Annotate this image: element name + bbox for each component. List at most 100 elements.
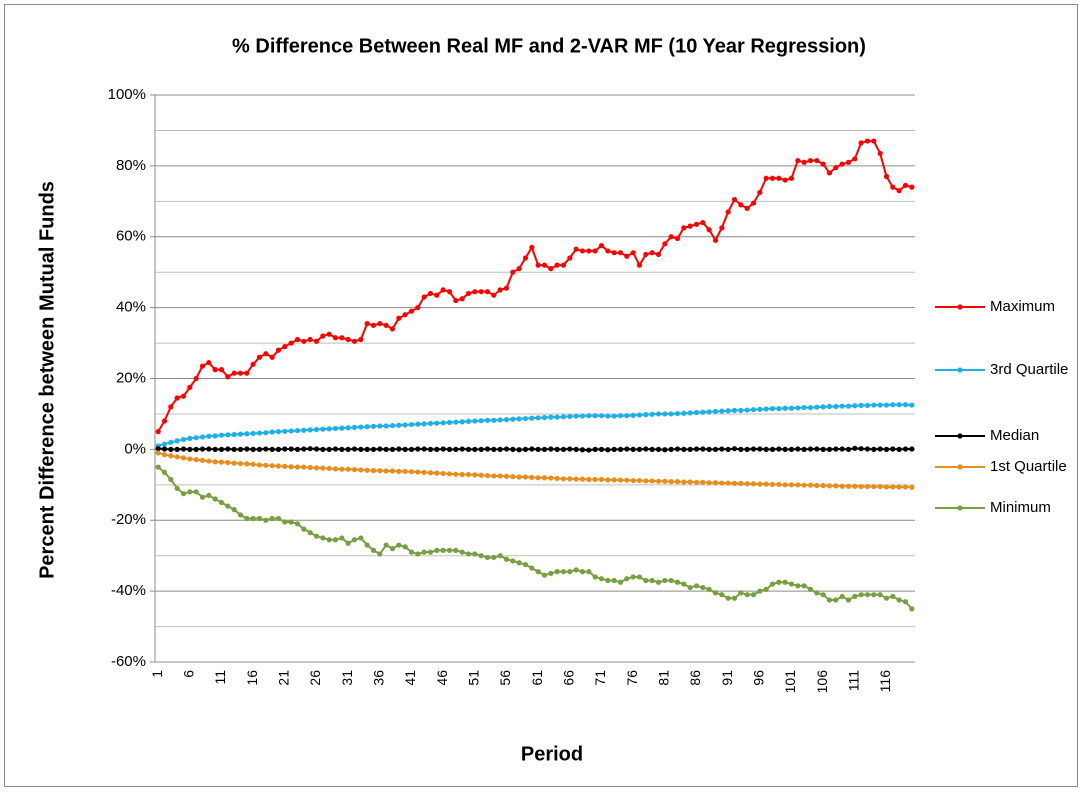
data-point bbox=[902, 182, 909, 188]
data-point bbox=[155, 450, 161, 456]
data-point bbox=[839, 403, 845, 409]
data-point bbox=[408, 308, 415, 314]
data-point bbox=[776, 175, 782, 181]
data-point bbox=[174, 454, 180, 460]
data-point bbox=[731, 480, 738, 486]
data-point bbox=[415, 446, 421, 452]
legend-label: 3rd Quartile bbox=[990, 361, 1069, 378]
y-tick-label: -60% bbox=[111, 653, 146, 670]
data-point bbox=[782, 446, 788, 452]
data-point bbox=[902, 402, 909, 408]
data-point bbox=[453, 297, 459, 304]
data-point bbox=[712, 446, 719, 452]
legend-marker bbox=[957, 464, 963, 470]
data-point bbox=[681, 479, 687, 485]
legend-marker bbox=[957, 505, 963, 511]
data-point bbox=[377, 551, 383, 557]
data-point bbox=[668, 479, 674, 485]
data-point bbox=[402, 544, 408, 550]
data-point bbox=[516, 266, 522, 272]
data-point bbox=[510, 446, 516, 452]
data-point bbox=[655, 446, 662, 452]
data-point bbox=[370, 423, 377, 429]
data-point bbox=[529, 474, 535, 480]
data-point bbox=[332, 425, 339, 432]
data-point bbox=[522, 446, 529, 452]
data-point bbox=[738, 407, 744, 413]
data-point bbox=[168, 439, 174, 445]
data-point bbox=[307, 464, 313, 471]
data-point bbox=[636, 574, 643, 580]
data-point bbox=[579, 413, 586, 419]
data-point bbox=[427, 549, 434, 555]
data-point bbox=[757, 481, 763, 487]
data-point bbox=[421, 549, 427, 555]
data-point bbox=[484, 446, 491, 452]
data-point bbox=[548, 570, 554, 577]
data-point bbox=[579, 248, 586, 254]
data-point bbox=[231, 460, 237, 466]
data-point bbox=[801, 583, 807, 589]
data-point bbox=[605, 577, 611, 584]
data-point bbox=[788, 175, 795, 181]
data-point bbox=[776, 446, 782, 452]
data-point bbox=[212, 496, 218, 502]
data-point bbox=[459, 296, 465, 302]
data-point bbox=[858, 592, 864, 598]
data-point bbox=[541, 475, 548, 481]
data-point bbox=[307, 427, 313, 433]
data-point bbox=[364, 542, 370, 548]
data-point bbox=[852, 593, 858, 600]
data-point bbox=[548, 266, 554, 272]
data-point bbox=[383, 468, 389, 474]
data-point bbox=[605, 477, 611, 483]
data-point bbox=[871, 592, 877, 598]
y-tick-label: 100% bbox=[108, 86, 146, 103]
data-point bbox=[389, 326, 396, 332]
x-tick-label: 51 bbox=[466, 670, 482, 686]
data-point bbox=[218, 367, 225, 373]
data-point bbox=[263, 430, 269, 436]
data-point bbox=[909, 606, 915, 612]
y-tick-label: 40% bbox=[116, 299, 146, 316]
data-point bbox=[453, 547, 459, 553]
data-point bbox=[871, 446, 877, 452]
data-point bbox=[681, 581, 687, 587]
data-point bbox=[358, 336, 364, 343]
data-point bbox=[402, 312, 408, 318]
data-point bbox=[662, 241, 668, 247]
data-point bbox=[174, 395, 180, 401]
data-point bbox=[383, 423, 389, 429]
data-point bbox=[225, 459, 231, 466]
data-point bbox=[503, 446, 510, 452]
data-point bbox=[396, 446, 402, 452]
data-point bbox=[719, 480, 725, 486]
data-point bbox=[244, 370, 250, 376]
data-point bbox=[896, 484, 902, 490]
data-point bbox=[700, 409, 706, 415]
data-point bbox=[497, 473, 503, 479]
data-point bbox=[408, 469, 415, 475]
data-point bbox=[440, 547, 446, 553]
data-point bbox=[801, 482, 807, 488]
data-point bbox=[351, 446, 358, 452]
data-point bbox=[687, 410, 693, 416]
data-point bbox=[617, 250, 624, 256]
data-point bbox=[662, 447, 668, 453]
data-point bbox=[440, 420, 446, 426]
data-point bbox=[845, 446, 852, 452]
data-point bbox=[820, 404, 826, 410]
data-point bbox=[807, 586, 814, 592]
x-tick-label: 46 bbox=[434, 670, 450, 686]
data-point bbox=[858, 140, 864, 146]
data-point bbox=[852, 156, 858, 162]
data-point bbox=[864, 138, 871, 144]
data-point bbox=[320, 535, 326, 541]
data-point bbox=[503, 556, 510, 562]
chart-title: % Difference Between Real MF and 2-VAR M… bbox=[232, 35, 866, 57]
data-point bbox=[649, 478, 655, 484]
data-point bbox=[187, 456, 193, 462]
y-tick-label: 0% bbox=[124, 440, 146, 457]
data-point bbox=[668, 411, 674, 417]
data-point bbox=[858, 446, 864, 452]
